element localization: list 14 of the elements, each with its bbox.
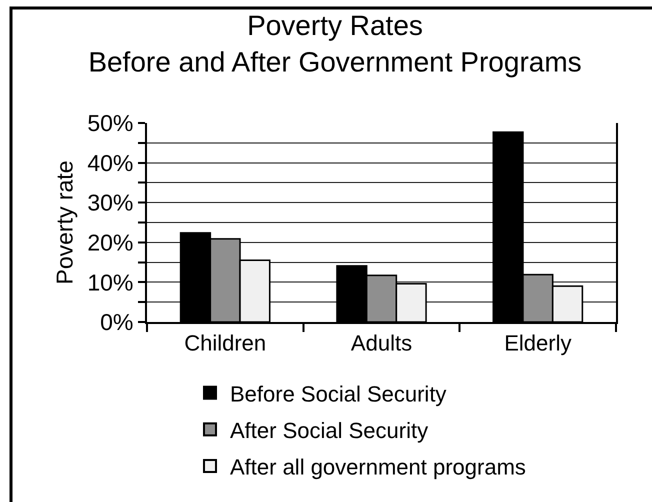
y-axis-title: Poverty rate xyxy=(51,160,78,284)
y-tick-label: 20% xyxy=(87,229,134,256)
y-tick-label: 30% xyxy=(87,190,134,216)
legend-label: After Social Security xyxy=(230,418,428,443)
y-tick-label: 40% xyxy=(87,150,134,176)
legend-label: After all government programs xyxy=(230,454,526,480)
x-tick-label: Elderly xyxy=(504,330,572,356)
y-tick-label: 50% xyxy=(87,110,134,136)
x-tick-label: Adults xyxy=(350,330,412,356)
chart-title: Poverty Rates Before and After Government Programs xyxy=(88,10,582,78)
legend-label: Before Social Security xyxy=(230,381,446,406)
x-tick-label: Children xyxy=(184,330,266,356)
y-tick-label: 0% xyxy=(100,309,134,336)
y-tick-label: 10% xyxy=(87,269,134,296)
